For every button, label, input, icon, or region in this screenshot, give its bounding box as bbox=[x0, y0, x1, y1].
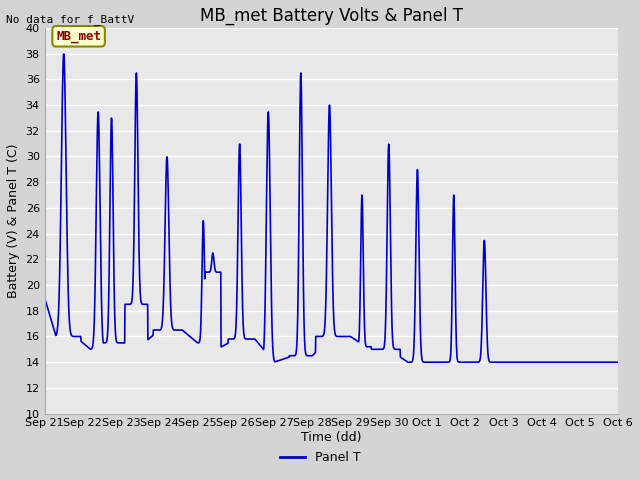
Text: MB_met: MB_met bbox=[56, 30, 101, 43]
Y-axis label: Battery (V) & Panel T (C): Battery (V) & Panel T (C) bbox=[7, 144, 20, 298]
Text: No data for f_BattV: No data for f_BattV bbox=[6, 14, 134, 25]
X-axis label: Time (dd): Time (dd) bbox=[301, 431, 362, 444]
Legend: Panel T: Panel T bbox=[275, 446, 365, 469]
Title: MB_met Battery Volts & Panel T: MB_met Battery Volts & Panel T bbox=[200, 7, 463, 25]
